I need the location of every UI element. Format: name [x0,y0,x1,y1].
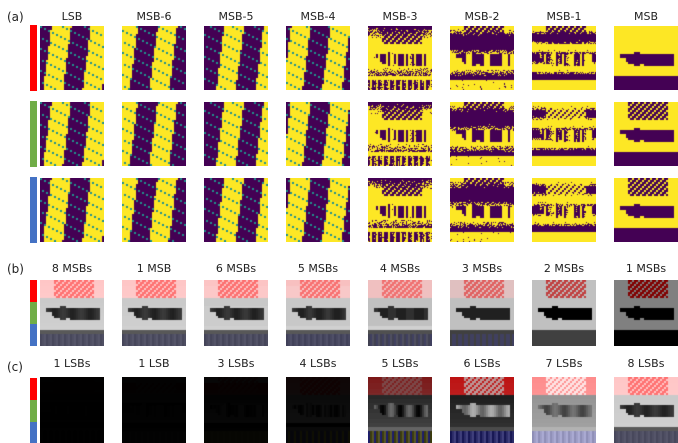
bit-plane-image [614,178,678,242]
bit-plane-image [204,26,268,90]
bit-plane-image [40,178,104,242]
column-header: MSB-4 [300,10,336,23]
panel-label-c: (c) [7,360,23,374]
bit-plane-image [450,102,514,166]
column-header: MSB-2 [464,10,500,23]
column-header: 6 LSBs [463,357,501,370]
column-header: 3 MSBs [461,262,503,275]
channel-bar-blue-c [30,422,37,443]
lsb-reconstruction-image [122,377,186,443]
column-header: LSB [61,10,83,23]
bit-plane-image [368,178,432,242]
msb-reconstruction-image [532,280,596,346]
panel-label-a: (a) [7,10,24,24]
bit-plane-image [532,102,596,166]
bit-plane-image [614,102,678,166]
msb-reconstruction-image [122,280,186,346]
lsb-reconstruction-image [286,377,350,443]
lsb-reconstruction-image [614,377,678,443]
channel-bar-red-a [30,25,37,91]
channel-bar-red-c [30,378,37,400]
column-header: 2 MSBs [543,262,585,275]
bit-plane-image [368,26,432,90]
channel-bar-blue-a [30,177,37,243]
msb-reconstruction-image [286,280,350,346]
bit-plane-image [450,26,514,90]
column-header: 1 LSBs [53,357,91,370]
lsb-reconstruction-image [204,377,268,443]
bit-plane-image [122,26,186,90]
bit-plane-image [286,178,350,242]
column-header: MSB [633,10,659,23]
column-header: 1 MSBs [625,262,667,275]
bit-plane-image [532,26,596,90]
channel-bar-green-a [30,101,37,167]
msb-reconstruction-image [204,280,268,346]
column-header: MSB-5 [218,10,254,23]
column-header: 8 MSBs [51,262,93,275]
bit-plane-image [204,102,268,166]
column-header: 7 LSBs [545,357,583,370]
bit-plane-image [532,178,596,242]
lsb-reconstruction-image [450,377,514,443]
channel-bar-green-b [30,302,37,324]
bit-plane-image [122,178,186,242]
channel-bar-red-b [30,280,37,302]
lsb-reconstruction-image [368,377,432,443]
channel-bar-green-c [30,400,37,422]
channel-bar-blue-b [30,324,37,346]
bit-plane-image [204,178,268,242]
column-header: 1 LSB [138,357,170,370]
lsb-reconstruction-image [40,377,104,443]
column-header: MSB-6 [136,10,172,23]
bit-plane-image [40,26,104,90]
column-header: 4 LSBs [299,357,337,370]
msb-reconstruction-image [368,280,432,346]
column-header: 1 MSB [136,262,172,275]
msb-reconstruction-image [614,280,678,346]
bit-plane-image [122,102,186,166]
bit-plane-image [450,178,514,242]
column-header: MSB-1 [546,10,582,23]
bit-plane-image [40,102,104,166]
column-header: MSB-3 [382,10,418,23]
panel-label-b: (b) [7,262,24,276]
column-header: 3 LSBs [217,357,255,370]
lsb-reconstruction-image [532,377,596,443]
bit-plane-image [286,26,350,90]
bit-plane-image [368,102,432,166]
msb-reconstruction-image [40,280,104,346]
column-header: 5 MSBs [297,262,339,275]
column-header: 8 LSBs [627,357,665,370]
column-header: 4 MSBs [379,262,421,275]
column-header: 5 LSBs [381,357,419,370]
bit-plane-image [286,102,350,166]
bit-plane-image [614,26,678,90]
column-header: 6 MSBs [215,262,257,275]
msb-reconstruction-image [450,280,514,346]
